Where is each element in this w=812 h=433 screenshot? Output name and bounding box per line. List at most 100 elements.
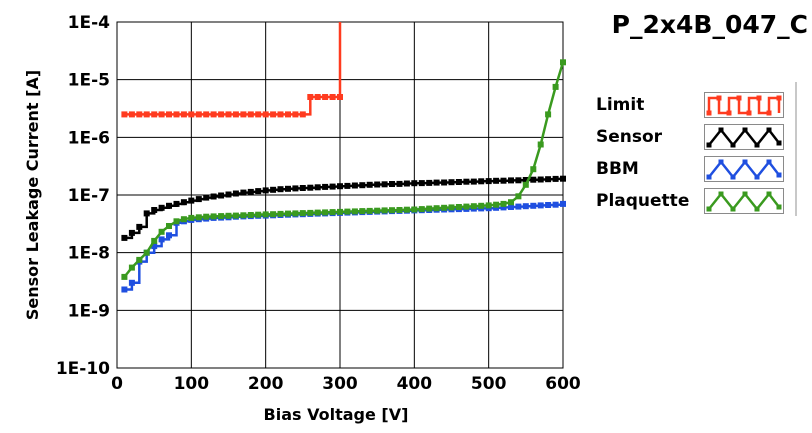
data-point: [173, 218, 180, 225]
data-point: [121, 286, 128, 293]
data-point: [560, 200, 566, 207]
data-point: [470, 203, 477, 210]
legend-item-sensor: Sensor: [569, 120, 795, 152]
y-tick-label: 1E-8: [68, 244, 110, 264]
data-point: [225, 191, 232, 198]
data-point: [299, 210, 306, 217]
legend-swatch: [704, 92, 784, 118]
data-point: [389, 181, 395, 187]
data-point: [232, 212, 239, 219]
data-point: [508, 199, 514, 206]
data-point: [403, 206, 410, 213]
data-point: [560, 175, 566, 182]
data-point: [203, 194, 210, 201]
data-point: [151, 111, 158, 118]
data-point: [240, 212, 247, 219]
legend-swatch-graphic: [706, 127, 782, 148]
x-axis-ticks: 0 100 200 300 400 500 600: [111, 374, 581, 394]
data-point: [151, 243, 158, 250]
data-point: [143, 249, 150, 256]
data-point: [210, 111, 217, 118]
data-point: [500, 204, 507, 211]
x-tick-label: 500: [471, 374, 507, 394]
x-tick-label: 0: [111, 374, 123, 394]
data-point: [530, 202, 537, 209]
data-point: [418, 180, 425, 187]
data-point: [314, 94, 321, 100]
data-point: [180, 111, 187, 118]
data-point: [441, 179, 448, 186]
legend-label: Plaquette: [596, 191, 690, 211]
data-point: [292, 111, 299, 118]
data-point: [262, 111, 269, 118]
data-point: [232, 190, 239, 197]
y-tick-label: 1E-9: [68, 301, 110, 321]
data-point: [270, 211, 277, 218]
chart-title: P_2x4B_047_C: [612, 10, 808, 39]
data-point: [188, 197, 195, 204]
x-tick-label: 200: [248, 374, 284, 394]
data-point: [545, 176, 552, 183]
data-point: [493, 201, 500, 208]
data-point: [232, 111, 239, 118]
data-point: [277, 186, 284, 193]
data-point: [218, 213, 225, 220]
data-point: [389, 207, 395, 214]
data-point: [322, 94, 329, 100]
data-point: [210, 213, 217, 220]
data-point: [128, 229, 135, 236]
data-point: [292, 185, 299, 192]
data-point: [195, 214, 202, 221]
data-point: [247, 212, 254, 218]
data-point: [351, 208, 358, 215]
data-point: [337, 208, 343, 215]
data-point: [366, 207, 373, 214]
data-point: [143, 111, 150, 118]
data-point: [314, 184, 321, 191]
data-point: [255, 111, 262, 118]
data-point: [418, 206, 425, 213]
legend-swatch-graphic: [706, 191, 782, 212]
data-point: [128, 264, 135, 271]
data-point: [448, 179, 455, 186]
y-axis-ticks: 1E-10 1E-9 1E-8 1E-7 1E-6 1E-5 1E-4: [56, 13, 110, 379]
data-point: [403, 180, 410, 187]
data-point: [545, 202, 552, 208]
data-point: [285, 111, 291, 118]
data-point: [203, 111, 210, 118]
data-point: [247, 188, 254, 195]
data-point: [329, 209, 336, 216]
data-point: [381, 181, 388, 188]
data-point: [485, 178, 492, 185]
data-point: [151, 237, 158, 244]
data-point: [255, 211, 262, 218]
data-point: [188, 111, 195, 118]
y-tick-label: 1E-10: [56, 359, 110, 379]
data-point: [515, 177, 522, 184]
data-point: [218, 111, 225, 118]
data-point: [247, 111, 254, 118]
data-point: [218, 192, 225, 199]
data-point: [314, 209, 321, 216]
data-point: [426, 179, 433, 186]
data-point: [158, 204, 165, 211]
data-point: [158, 228, 165, 235]
legend-item-limit: Limit: [569, 88, 795, 120]
data-point: [500, 177, 507, 184]
legend-label: Sensor: [596, 127, 663, 147]
data-point: [322, 183, 329, 190]
x-tick-label: 400: [397, 374, 433, 394]
x-axis-label: Bias Voltage [V]: [264, 405, 409, 424]
data-point: [433, 205, 440, 212]
data-point: [262, 187, 269, 194]
data-point: [545, 111, 552, 118]
x-tick-label: 600: [545, 374, 581, 394]
data-point: [515, 193, 522, 200]
data-point: [225, 212, 232, 219]
data-point: [240, 189, 247, 196]
y-axis-label: Sensor Leakage Current [A]: [23, 70, 42, 320]
legend: Limit Sensor BBM Plaquette: [569, 82, 797, 216]
data-point: [359, 208, 366, 215]
